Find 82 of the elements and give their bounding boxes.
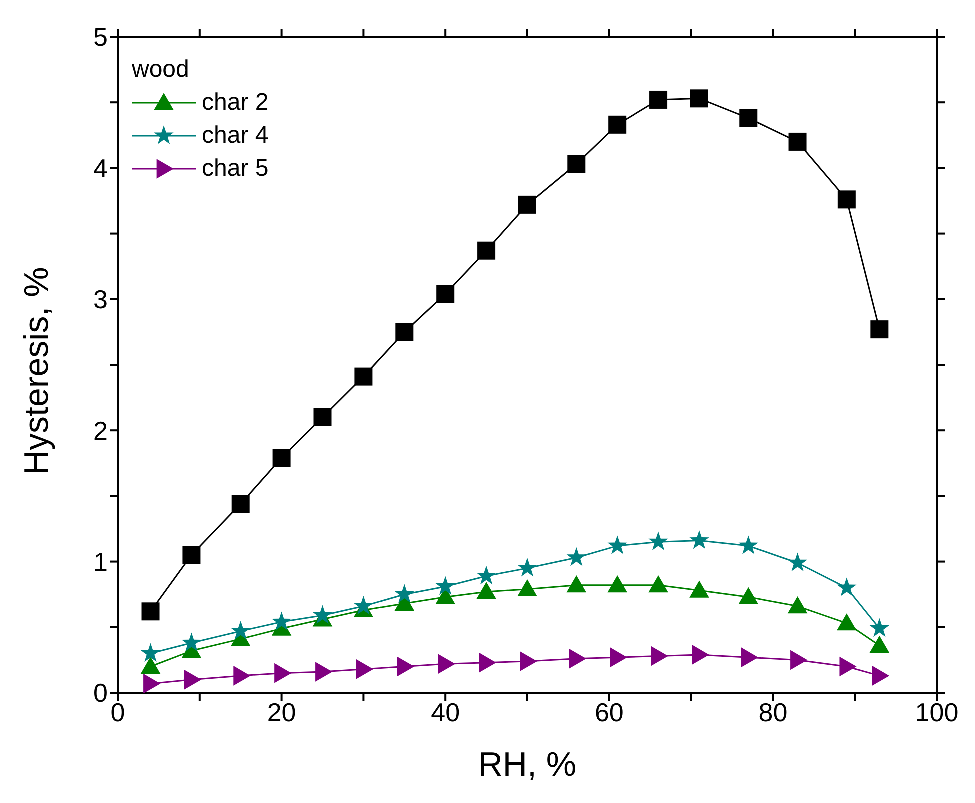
y-tick-label: 1 [94, 547, 108, 578]
point [870, 618, 890, 638]
point [476, 566, 496, 585]
point [608, 536, 628, 554]
point [837, 578, 857, 596]
point [690, 580, 710, 598]
point [356, 659, 374, 680]
point [870, 636, 890, 653]
point [182, 546, 201, 564]
point [610, 648, 628, 668]
point [788, 132, 807, 151]
point [140, 656, 161, 674]
point [837, 614, 857, 631]
point [608, 576, 628, 593]
point [568, 155, 586, 174]
y-axis-title: Hysteresis, % [18, 267, 56, 475]
point [234, 666, 251, 686]
legend-label: char 4 [202, 122, 269, 150]
point [182, 632, 202, 652]
point [651, 646, 668, 666]
point [438, 654, 456, 674]
point [354, 368, 373, 386]
point [788, 596, 808, 614]
point [312, 605, 333, 624]
point [870, 320, 889, 339]
point [184, 670, 202, 690]
x-tick-label: 100 [915, 697, 959, 728]
point [314, 408, 332, 426]
point [232, 495, 250, 514]
point [272, 612, 292, 631]
point [478, 242, 496, 260]
x-tick-label: 40 [431, 697, 460, 728]
point [690, 530, 710, 550]
x-tick-label: 60 [594, 697, 624, 728]
y-tick-label: 2 [94, 416, 108, 446]
legend-label: char 2 [202, 88, 269, 116]
point [566, 576, 587, 593]
point [650, 90, 668, 109]
point [231, 620, 251, 640]
point [520, 652, 538, 672]
point [738, 536, 758, 554]
point [648, 576, 668, 593]
x-axis-title: RH, % [478, 746, 577, 784]
point [518, 196, 536, 214]
point [142, 602, 160, 621]
point [790, 650, 808, 670]
x-tick-label: 80 [758, 697, 788, 728]
point [840, 656, 857, 677]
point [518, 558, 538, 577]
point [741, 648, 759, 668]
point [316, 662, 333, 682]
point [738, 587, 759, 604]
point [479, 652, 496, 673]
point [788, 552, 808, 572]
point [518, 579, 538, 597]
point [144, 674, 161, 693]
point [354, 596, 374, 615]
y-tick-label: 3 [94, 284, 108, 315]
y-tick-label: 5 [94, 22, 108, 52]
point [566, 548, 586, 566]
point [436, 576, 456, 596]
point [692, 645, 710, 665]
legend-title: wood [132, 56, 190, 84]
point [140, 643, 161, 662]
point [397, 656, 415, 677]
point [272, 449, 291, 468]
point [648, 532, 668, 550]
point [436, 285, 455, 304]
point [872, 666, 890, 686]
point [476, 582, 496, 600]
point [394, 584, 414, 603]
point [690, 90, 708, 108]
point [396, 323, 414, 342]
point [608, 116, 627, 134]
point [274, 663, 292, 684]
point [838, 190, 856, 209]
point [740, 109, 758, 128]
y-tick-label: 4 [94, 153, 108, 184]
point [569, 648, 587, 669]
y-tick-label: 0 [94, 678, 108, 708]
legend-label: char 5 [202, 154, 269, 182]
x-tick-label: 20 [267, 697, 296, 728]
